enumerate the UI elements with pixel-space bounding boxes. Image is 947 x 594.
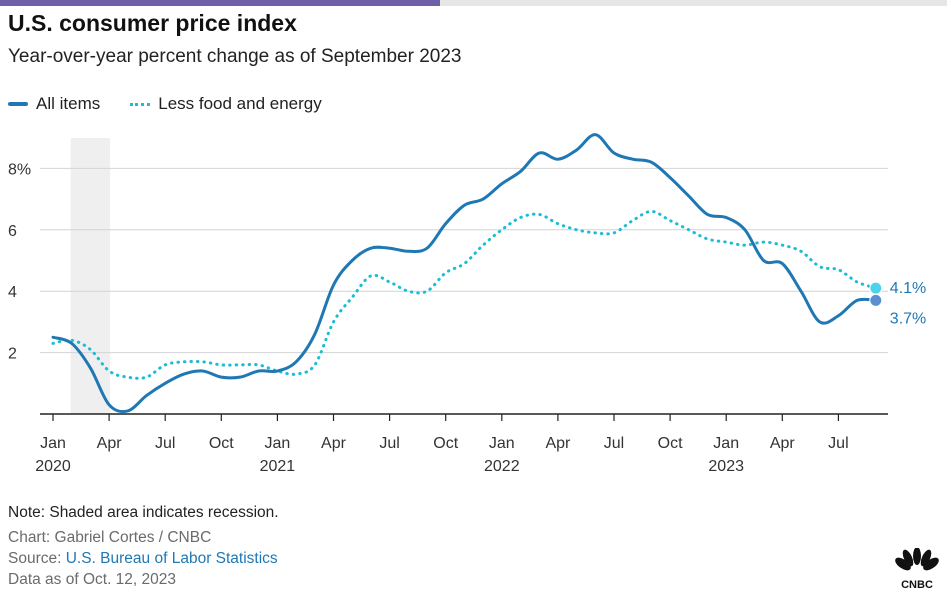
x-tick-label: Apr	[770, 435, 796, 452]
x-tick-label: Apr	[321, 435, 347, 452]
legend-swatch-solid	[8, 102, 28, 106]
chart-note: Note: Shaded area indicates recession.	[8, 504, 279, 521]
chart-subtitle: Year-over-year percent change as of Sept…	[8, 46, 462, 67]
end-label-all-items: 3.7%	[890, 310, 926, 327]
x-tick-year-label: 2022	[484, 458, 520, 475]
logo-text: CNBC	[901, 579, 933, 590]
cnbc-peacock-icon: CNBC	[895, 548, 939, 590]
legend-label-core: Less food and energy	[158, 94, 322, 113]
top-accent-highlight	[0, 0, 440, 6]
data-as-of: Data as of Oct. 12, 2023	[8, 571, 177, 588]
x-tick-year-label: 2021	[260, 458, 296, 475]
end-point-core	[869, 281, 883, 295]
end-label-core: 4.1%	[890, 280, 926, 297]
x-tick-label: Jul	[379, 435, 399, 452]
x-tick-label: Jan	[713, 435, 739, 452]
series-line-all-items	[51, 133, 878, 414]
x-tick-label: Jul	[604, 435, 624, 452]
x-tick-label: Jul	[828, 435, 848, 452]
x-tick-label: Oct	[433, 435, 458, 452]
recession-band	[70, 138, 111, 414]
x-tick-label: Jan	[265, 435, 291, 452]
y-tick-label: 4	[8, 284, 17, 301]
chart-source: Source: U.S. Bureau of Labor Statistics	[8, 550, 278, 568]
line-chart: 2 4 6 8% Jan 2020 Apr Jul Oct Jan 2021 Apr Jul Oct Jan…	[8, 133, 926, 475]
source-link[interactable]: U.S. Bureau of Labor Statistics	[65, 550, 278, 567]
series-line-core	[51, 209, 878, 380]
end-point-all-items	[869, 293, 883, 307]
x-tick-label: Apr	[545, 435, 571, 452]
legend: All items Less food and energy	[8, 94, 352, 114]
y-tick-label: 2	[8, 346, 17, 363]
chart-title: U.S. consumer price index	[8, 10, 297, 36]
x-tick-label: Jul	[155, 435, 175, 452]
x-tick-year-label: 2020	[35, 458, 71, 475]
x-tick-label: Apr	[97, 435, 123, 452]
x-tick-label: Jan	[489, 435, 515, 452]
top-accent-bar	[0, 0, 947, 6]
legend-item-all-items: All items	[8, 94, 100, 114]
x-tick-label: Oct	[658, 435, 683, 452]
source-prefix: Source:	[8, 550, 66, 567]
chart-credit: Chart: Gabriel Cortes / CNBC	[8, 529, 212, 546]
legend-item-core: Less food and energy	[130, 94, 322, 114]
legend-label-all-items: All items	[36, 94, 101, 113]
x-tick-label: Oct	[209, 435, 234, 452]
legend-swatch-dotted	[130, 102, 151, 106]
x-tick-label: Jan	[40, 435, 66, 452]
x-tick-year-label: 2023	[708, 458, 744, 475]
y-tick-label: 6	[8, 223, 17, 240]
y-tick-label: 8%	[8, 161, 31, 178]
